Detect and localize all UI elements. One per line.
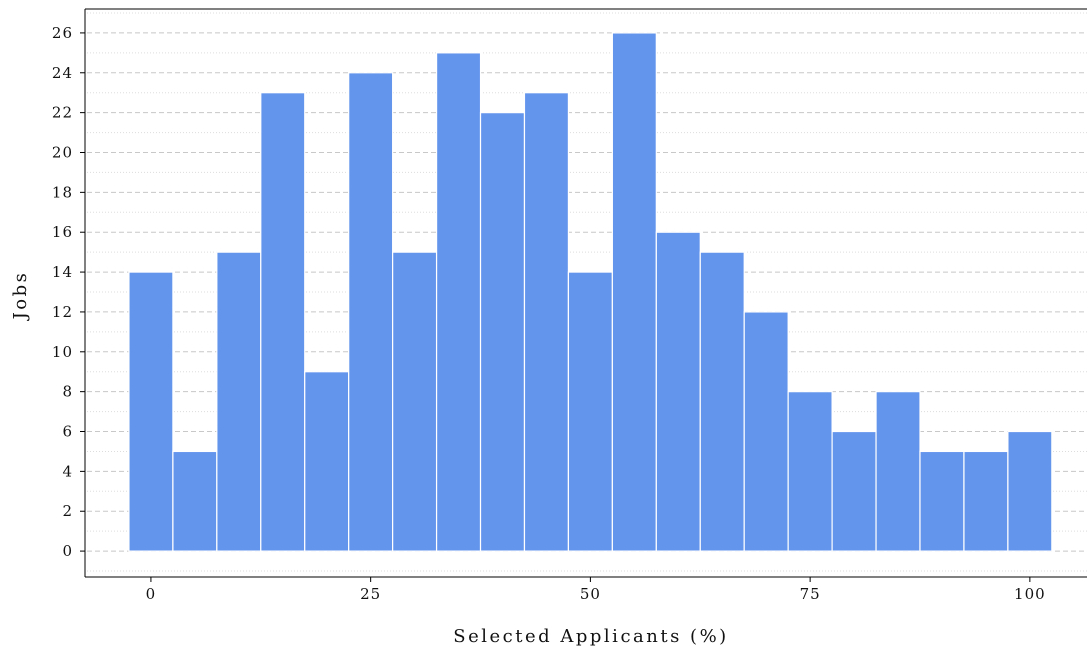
x-tick-label: 75 xyxy=(800,585,821,603)
y-tick-label: 8 xyxy=(62,383,73,401)
histogram-bar xyxy=(655,231,701,552)
histogram-bar xyxy=(699,251,745,552)
y-tick-label: 14 xyxy=(52,263,73,281)
y-tick-label: 12 xyxy=(52,303,73,321)
y-tick-label: 18 xyxy=(52,183,73,201)
x-tick-label: 100 xyxy=(1014,585,1046,603)
histogram-bar xyxy=(831,430,877,552)
x-axis-title: Selected Applicants (%) xyxy=(453,626,728,646)
histogram-bar xyxy=(1007,430,1053,552)
histogram-bar xyxy=(567,271,613,552)
y-tick-label: 16 xyxy=(52,223,73,241)
histogram-bar xyxy=(260,92,306,552)
histogram-bar xyxy=(479,112,526,552)
y-tick-label: 26 xyxy=(52,24,73,42)
y-tick-label: 0 xyxy=(62,542,73,560)
histogram-bar xyxy=(611,32,657,552)
histogram-bar xyxy=(392,251,438,552)
histogram-bar xyxy=(523,92,570,552)
bars xyxy=(128,32,1053,552)
histogram-bar xyxy=(216,251,262,552)
histogram-bar xyxy=(172,450,218,552)
x-tick-label: 25 xyxy=(360,585,381,603)
histogram-bar xyxy=(919,450,965,552)
x-tick-label: 50 xyxy=(580,585,601,603)
histogram-bar xyxy=(348,72,394,552)
histogram-bar xyxy=(128,271,174,552)
y-tick-label: 24 xyxy=(52,64,73,82)
y-tick-label: 2 xyxy=(62,502,73,520)
y-tick-label: 6 xyxy=(62,423,73,441)
histogram-bar xyxy=(304,371,350,552)
y-tick-label: 20 xyxy=(52,143,73,161)
axes xyxy=(80,8,1087,582)
histogram-bar xyxy=(435,52,482,552)
y-axis-title: Jobs xyxy=(10,271,31,322)
y-tick-label: 10 xyxy=(52,343,73,361)
x-tick-label: 0 xyxy=(146,585,157,603)
y-tick-label: 4 xyxy=(62,462,73,480)
histogram-bar xyxy=(743,311,789,552)
histogram-bar xyxy=(963,450,1009,552)
histogram-bar xyxy=(875,391,921,552)
y-tick-label: 22 xyxy=(52,104,73,122)
histogram-bar xyxy=(787,391,833,552)
